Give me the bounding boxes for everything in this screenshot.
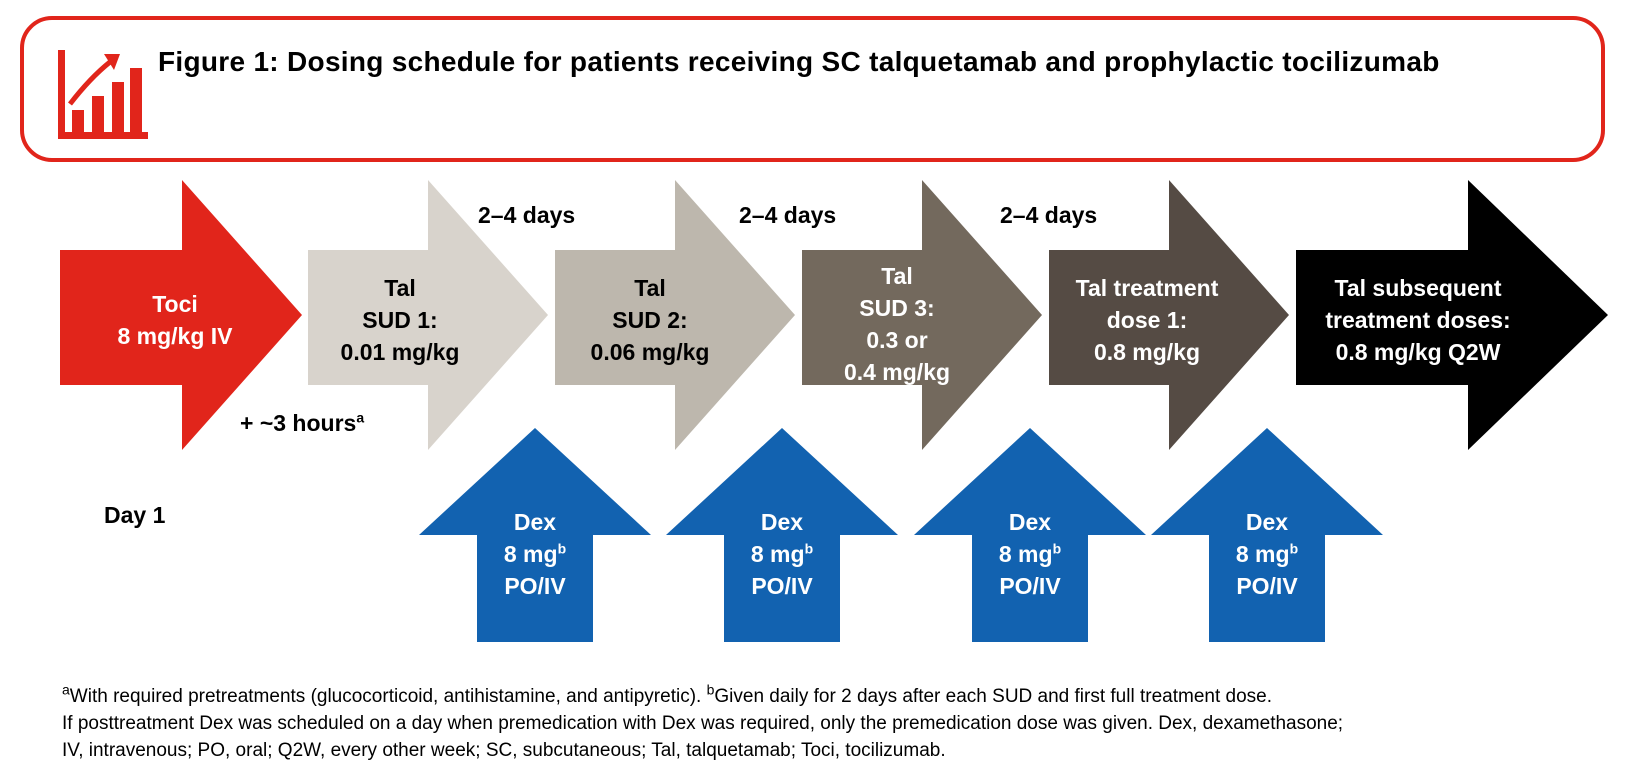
stage-tal-sud3-label: Tal SUD 3: 0.3 or 0.4 mg/kg — [782, 260, 1012, 388]
footnote: aWith required pretreatments (glucocorti… — [62, 683, 1607, 764]
dex-label-3-dose-text: 8 mg — [998, 541, 1053, 567]
dex-label-3-dose-sup: b — [1052, 540, 1062, 557]
dex-label-3-drug: Dex — [1008, 509, 1052, 535]
stage-tal-subsequent-line-3: 0.8 mg/kg Q2W — [1335, 339, 1501, 365]
dex-arrow-3 — [914, 428, 1146, 642]
stage-tal-dose1-line-2: dose 1: — [1106, 307, 1188, 333]
dex-label-2-route: PO/IV — [751, 573, 813, 599]
dex-label-4: Dex 8 mgb PO/IV — [1197, 506, 1337, 602]
stage-toci-line-2: 8 mg/kg IV — [117, 323, 233, 349]
dex-label-1-dose-text: 8 mg — [503, 541, 558, 567]
dex-label-2-dose: 8 mgb — [712, 538, 852, 570]
dex-label-3-dose: 8 mgb — [960, 538, 1100, 570]
stage-tal-sud1-line-3: 0.01 mg/kg — [340, 339, 460, 365]
title-banner — [20, 16, 1605, 162]
dex-label-2-dose-text: 8 mg — [750, 541, 805, 567]
dex-label-1-drug: Dex — [513, 509, 557, 535]
footnote-a-marker: a — [62, 681, 70, 698]
dex-label-4-dose-sup: b — [1289, 540, 1299, 557]
stage-tal-sud1-line-1: Tal — [384, 275, 416, 301]
dex-label-3: Dex 8 mgb PO/IV — [960, 506, 1100, 602]
stage-toci-line-1: Toci — [152, 291, 198, 317]
interval-days-label-1: 2–4 days — [478, 202, 576, 228]
interval-days-label-2: 2–4 days — [739, 202, 837, 228]
stage-tal-dose1-line-3: 0.8 mg/kg — [1093, 339, 1201, 365]
footnote-a-text: With required pretreatments (glucocortic… — [69, 686, 707, 707]
dex-arrow-2 — [666, 428, 898, 642]
stage-tal-sud1-arrow — [308, 180, 548, 450]
stage-tal-dose1-label: Tal treatment dose 1: 0.8 mg/kg — [1032, 272, 1262, 368]
interval-hours-text: + ~3 hours — [240, 410, 357, 436]
dex-label-1-dose-sup: b — [557, 540, 567, 557]
stage-tal-sud3-line-3: 0.3 or — [866, 327, 928, 353]
dex-label-1: Dex 8 mgb PO/IV — [465, 506, 605, 602]
stage-tal-subsequent-line-1: Tal subsequent — [1334, 275, 1502, 301]
stage-tal-sud2-line-3: 0.06 mg/kg — [590, 339, 710, 365]
footnote-b-marker: b — [706, 681, 715, 698]
stage-tal-sud3-line-2: SUD 3: — [859, 295, 935, 321]
footnote-line-2: If posttreatment Dex was scheduled on a … — [62, 713, 1344, 734]
chart-growth-icon — [58, 50, 148, 139]
stage-tal-sud3-arrow — [802, 180, 1042, 450]
day-1-label: Day 1 — [104, 502, 166, 528]
interval-hours-sup: a — [356, 409, 365, 426]
dex-label-2-dose-sup: b — [804, 540, 814, 557]
dex-label-2-drug: Dex — [760, 509, 804, 535]
stage-tal-sud2-line-1: Tal — [634, 275, 666, 301]
stage-tal-sud3-line-4: 0.4 mg/kg — [843, 359, 951, 385]
footnote-line-1: aWith required pretreatments (glucocorti… — [62, 683, 1607, 710]
dex-arrow-1 — [419, 428, 651, 642]
stage-tal-subsequent-line-2: treatment doses: — [1325, 307, 1511, 333]
footnote-b-text: Given daily for 2 days after each SUD an… — [714, 686, 1272, 707]
dex-arrow-4 — [1151, 428, 1383, 642]
dex-label-3-route: PO/IV — [999, 573, 1061, 599]
stage-tal-sud2-arrow — [555, 180, 795, 450]
footnote-line-3: IV, intravenous; PO, oral; Q2W, every ot… — [62, 740, 946, 761]
dex-label-1-dose: 8 mgb — [465, 538, 605, 570]
stage-tal-subsequent-label: Tal subsequent treatment doses: 0.8 mg/kg … — [1303, 272, 1533, 368]
figure-title: Figure 1: Dosing schedule for patients r… — [158, 46, 1440, 77]
dex-label-1-route: PO/IV — [504, 573, 566, 599]
stage-tal-sud1-line-2: SUD 1: — [362, 307, 438, 333]
stage-toci-arrow — [60, 180, 302, 450]
stage-tal-subsequent-arrow — [1296, 180, 1608, 450]
stage-tal-sud2-label: Tal SUD 2: 0.06 mg/kg — [535, 272, 765, 368]
stage-tal-dose1-line-1: Tal treatment — [1075, 275, 1219, 301]
interval-days-label-3: 2–4 days — [1000, 202, 1098, 228]
stage-tal-sud3-line-1: Tal — [881, 263, 913, 289]
dex-label-4-route: PO/IV — [1236, 573, 1298, 599]
stage-tal-sud2-line-2: SUD 2: — [612, 307, 688, 333]
stage-tal-dose1-arrow — [1049, 180, 1289, 450]
stage-toci-label: Toci 8 mg/kg IV — [60, 288, 290, 352]
dex-label-2: Dex 8 mgb PO/IV — [712, 506, 852, 602]
stage-tal-sud1-label: Tal SUD 1: 0.01 mg/kg — [285, 272, 515, 368]
dex-label-4-dose: 8 mgb — [1197, 538, 1337, 570]
interval-hours-label: + ~3 hoursa — [240, 410, 364, 437]
dex-label-4-drug: Dex — [1245, 509, 1289, 535]
dex-label-4-dose-text: 8 mg — [1235, 541, 1290, 567]
